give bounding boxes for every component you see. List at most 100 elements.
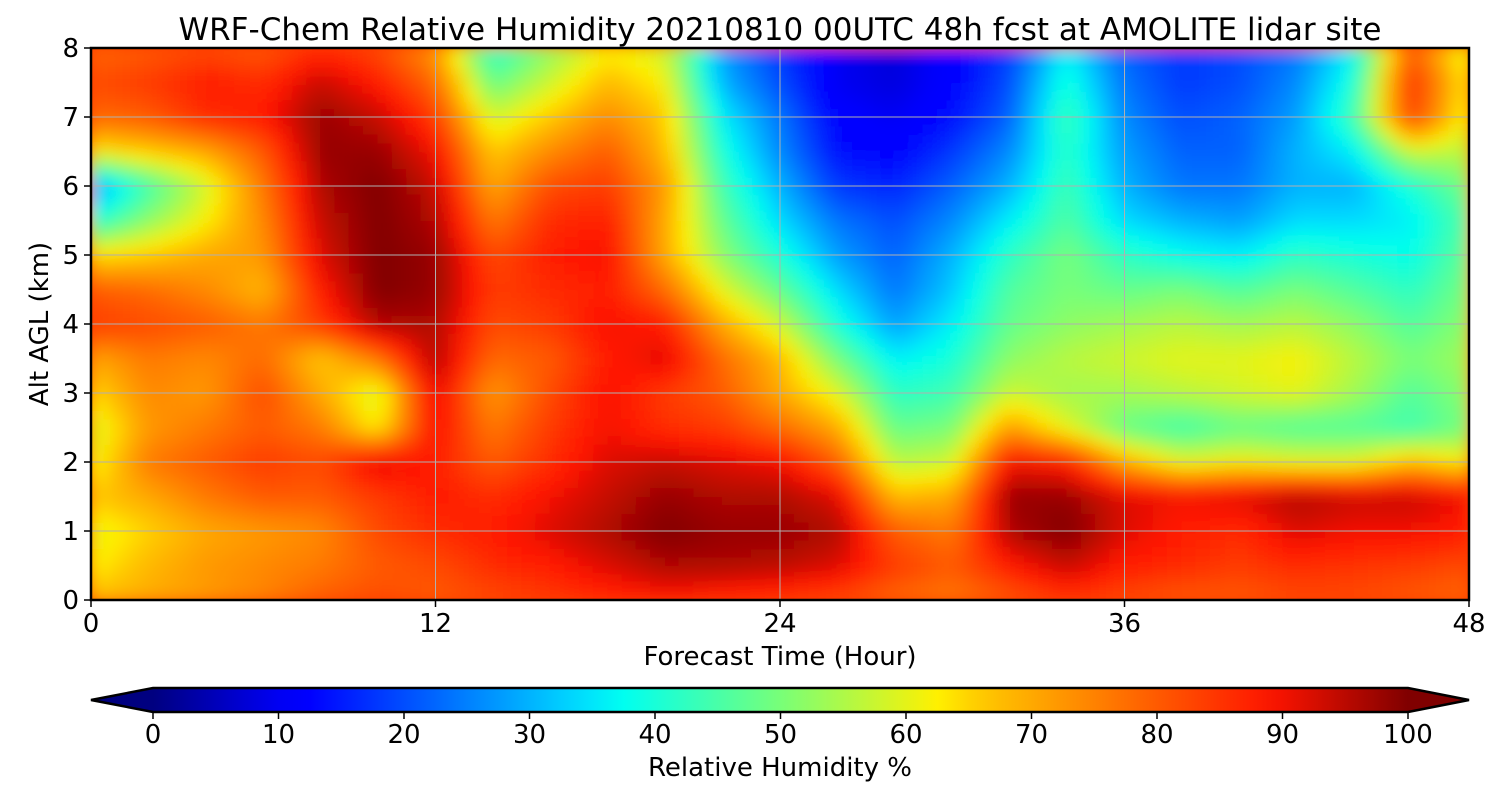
heatmap-cell [592, 426, 609, 437]
heatmap-cell [1138, 478, 1154, 489]
heatmap-cell [1138, 573, 1154, 584]
heatmap-cell [1353, 314, 1370, 325]
heatmap-cell [91, 349, 106, 360]
heatmap-cell [1439, 219, 1456, 230]
heatmap-cell [119, 444, 135, 454]
heatmap-cell [908, 349, 925, 360]
heatmap-cell [1123, 582, 1140, 592]
heatmap-cell [722, 495, 738, 506]
heatmap-cell [621, 271, 638, 282]
heatmap-cell [1123, 487, 1140, 498]
heatmap-cell [650, 297, 666, 308]
heatmap-cell [1195, 366, 1212, 377]
heatmap-cell [1396, 263, 1413, 273]
heatmap-cell [248, 521, 264, 532]
heatmap-cell [162, 340, 178, 351]
heatmap-cell [1382, 314, 1398, 325]
heatmap-cell [607, 202, 623, 213]
heatmap-cell [1253, 176, 1269, 187]
heatmap-cell [549, 357, 566, 368]
heatmap-cell [492, 375, 508, 385]
heatmap-cell [650, 245, 666, 256]
heatmap-cell [377, 288, 394, 299]
heatmap-cell [521, 547, 537, 558]
heatmap-cell [535, 435, 551, 446]
heatmap-cell [1425, 444, 1441, 454]
heatmap-cell [219, 590, 236, 600]
heatmap-cell [219, 159, 236, 170]
heatmap-cell [219, 435, 236, 446]
heatmap-cell [348, 495, 365, 506]
heatmap-cell [908, 297, 925, 308]
heatmap-cell [320, 288, 336, 299]
heatmap-cell [1195, 401, 1212, 411]
heatmap-cell [908, 470, 925, 480]
heatmap-cell [765, 211, 781, 222]
heatmap-cell [1296, 392, 1312, 403]
heatmap-cell [836, 211, 853, 222]
heatmap-cell [262, 435, 279, 446]
heatmap-cell [219, 237, 236, 247]
heatmap-cell [1052, 159, 1068, 170]
heatmap-cell [190, 254, 207, 265]
heatmap-cell [449, 159, 465, 170]
heatmap-cell [162, 202, 178, 213]
heatmap-cell [391, 444, 408, 454]
heatmap-cell [420, 245, 437, 256]
heatmap-cell [1080, 452, 1097, 463]
heatmap-cell [1095, 461, 1111, 472]
heatmap-cell [1138, 280, 1154, 291]
heatmap-cell [1152, 435, 1169, 446]
heatmap-cell [693, 470, 709, 480]
heatmap-cell [750, 530, 767, 541]
heatmap-cell [1253, 530, 1269, 541]
heatmap-cell [722, 409, 738, 420]
heatmap-cell [994, 219, 1011, 230]
heatmap-cell [506, 202, 523, 213]
heatmap-cell [277, 487, 293, 498]
heatmap-cell [449, 194, 465, 204]
heatmap-cell [406, 228, 422, 239]
heatmap-cell [808, 452, 824, 463]
heatmap-cell [1066, 444, 1083, 454]
heatmap-cell [320, 185, 336, 196]
heatmap-cell [707, 332, 724, 342]
heatmap-cell [765, 521, 781, 532]
heatmap-cell [908, 461, 925, 472]
heatmap-cell [1382, 332, 1398, 342]
heatmap-cell [1023, 444, 1039, 454]
heatmap-cell [391, 314, 408, 325]
heatmap-cell [348, 254, 365, 265]
heatmap-cell [1167, 271, 1183, 282]
heatmap-cell [348, 444, 365, 454]
heatmap-cell [1425, 409, 1441, 420]
heatmap-cell [865, 245, 882, 256]
heatmap-cell [1339, 504, 1355, 515]
heatmap-cell [1339, 366, 1355, 377]
heatmap-cell [1411, 254, 1427, 265]
heatmap-cell [937, 297, 953, 308]
heatmap-cell [922, 245, 939, 256]
heatmap-cell [1066, 202, 1083, 213]
heatmap-cell [1267, 314, 1283, 325]
heatmap-cell [1396, 314, 1413, 325]
heatmap-cell [320, 392, 336, 403]
heatmap-cell [1052, 254, 1068, 265]
heatmap-cell [463, 487, 480, 498]
heatmap-cell [1037, 582, 1054, 592]
heatmap-cell [391, 306, 408, 316]
heatmap-cell [808, 297, 824, 308]
heatmap-cell [1066, 211, 1083, 222]
heatmap-cell [564, 357, 580, 368]
heatmap-cell [650, 194, 666, 204]
heatmap-cell [1439, 573, 1456, 584]
heatmap-cell [650, 521, 666, 532]
heatmap-cell [334, 547, 350, 558]
heatmap-cell [190, 159, 207, 170]
heatmap-cell [894, 521, 910, 532]
heatmap-cell [1109, 418, 1126, 429]
heatmap-cell [1267, 185, 1283, 196]
heatmap-cell [1339, 521, 1355, 532]
heatmap-cell [406, 219, 422, 230]
heatmap-cell [363, 435, 379, 446]
